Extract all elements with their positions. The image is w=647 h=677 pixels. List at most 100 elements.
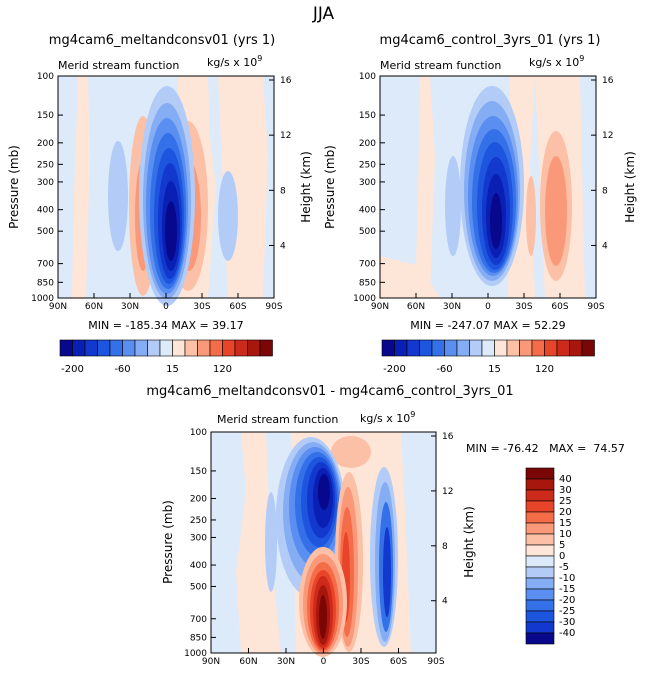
colorbar-swatch: [159, 339, 173, 357]
colorbar-diff-label: 25: [559, 496, 572, 507]
colorbar-swatch: [481, 339, 495, 357]
colorbar-diff-swatch: [525, 500, 555, 513]
lat-tick-label: 60N: [239, 657, 257, 667]
pressure-tick-label: 200: [359, 139, 376, 149]
pressure-tick-label: 1000: [353, 294, 376, 304]
pressure-tick-label: 500: [37, 227, 54, 237]
colorbar-label: -200: [61, 364, 84, 375]
lat-tick-label: 0: [485, 302, 491, 312]
colorbar-swatch: [184, 339, 198, 357]
lat-tick-label: 0: [163, 302, 169, 312]
panel-1-y2label: Height (km): [299, 151, 313, 222]
colorbar-diff-label: 30: [559, 485, 572, 496]
colorbar-label: 120: [213, 364, 232, 375]
colorbar-label: 120: [535, 364, 554, 375]
lat-tick-label: 90S: [427, 657, 444, 667]
colorbar-diff-label: -30: [559, 617, 575, 628]
panel-2-plot-area: [379, 75, 597, 299]
colorbar-diff-swatch: [525, 544, 555, 557]
height-tick-label: 16: [602, 76, 614, 86]
pressure-tick-label: 250: [190, 516, 207, 526]
panel-1-units: kg/s x 109: [207, 54, 262, 69]
colorbar-diff-label: -10: [559, 573, 575, 584]
colorbar-swatch: [506, 339, 520, 357]
pressure-tick-label: 300: [359, 178, 376, 188]
height-tick-label: 4: [280, 241, 286, 251]
colorbar-swatch: [197, 339, 211, 357]
lat-tick-label: 90N: [49, 302, 67, 312]
lat-tick-label: 30S: [352, 657, 369, 667]
panel-2-subtitle: Merid stream function: [380, 59, 501, 72]
height-tick-label: 4: [602, 241, 608, 251]
panel-3-contours: [211, 432, 436, 657]
colorbar-label: -60: [114, 364, 130, 375]
pressure-tick-label: 500: [359, 227, 376, 237]
colorbar-swatch: [544, 339, 558, 357]
lat-tick-label: 90N: [371, 302, 389, 312]
pressure-tick-label: 500: [190, 582, 207, 592]
pressure-tick-label: 850: [190, 633, 207, 643]
pressure-tick-label: 300: [190, 533, 207, 543]
panel-1-plot-area: [57, 75, 275, 306]
colorbar-swatch: [556, 339, 570, 357]
panel-1: mg4cam6_meltandconsv01 (yrs 1) Merid str…: [7, 33, 313, 332]
colorbar-diff-swatch: [525, 555, 555, 568]
colorbar-diff-swatch: [525, 566, 555, 579]
colorbar-swatch: [134, 339, 148, 357]
colorbar-diff-label: 15: [559, 518, 572, 529]
panel-1-subtitle: Merid stream function: [58, 59, 179, 72]
colorbar-diff-swatch: [525, 533, 555, 546]
pressure-tick-label: 200: [37, 139, 54, 149]
lat-tick-label: 30S: [515, 302, 532, 312]
pressure-tick-label: 850: [37, 278, 54, 288]
figure-title: JJA: [312, 4, 335, 24]
colorbar-swatch: [444, 339, 458, 357]
height-tick-label: 16: [442, 432, 454, 442]
pressure-tick-label: 150: [190, 467, 207, 477]
lat-tick-label: 30S: [193, 302, 210, 312]
colorbar-swatch: [72, 339, 86, 357]
colorbar-swatch: [494, 339, 508, 357]
colorbar-diff-label: -25: [559, 606, 575, 617]
colorbar-swatch: [109, 339, 123, 357]
colorbar-diff-label: 0: [559, 551, 565, 562]
panel-3-y2label: Height (km): [462, 506, 476, 577]
colorbar-diff-swatch: [525, 577, 555, 590]
colorbar-diff-swatch: [525, 599, 555, 612]
panel-3-subtitle: Merid stream function: [217, 413, 338, 426]
colorbar-diff-label: -15: [559, 584, 575, 595]
colorbar-swatch: [381, 339, 395, 357]
colorbar-diff-swatch: [525, 511, 555, 524]
height-tick-label: 12: [602, 131, 613, 141]
height-tick-label: 16: [280, 76, 292, 86]
lat-tick-label: 60S: [390, 657, 407, 667]
pressure-tick-label: 700: [37, 260, 54, 270]
panel-2-ylabel: Pressure (mb): [323, 145, 337, 229]
colorbar-diff-swatch: [525, 522, 555, 535]
lat-tick-label: 30N: [277, 657, 295, 667]
height-tick-label: 8: [442, 542, 448, 552]
colorbar-swatch: [394, 339, 408, 357]
pressure-tick-label: 100: [359, 72, 376, 82]
pressure-tick-label: 400: [190, 561, 207, 571]
colorbar-swatch: [569, 339, 583, 357]
panel-3-units: kg/s x 109: [360, 410, 415, 425]
pressure-tick-label: 100: [190, 428, 207, 438]
colorbar-label: 15: [488, 364, 501, 375]
lat-tick-label: 90S: [265, 302, 282, 312]
panel-2-contours: [380, 76, 585, 298]
colorbar-diff-swatch: [525, 610, 555, 623]
colorbar-diff-label: -20: [559, 595, 575, 606]
colorbar-swatch: [581, 339, 595, 357]
pressure-tick-label: 150: [359, 111, 376, 121]
height-tick-label: 8: [280, 186, 286, 196]
colorbar-swatch: [209, 339, 223, 357]
colorbar-swatch: [97, 339, 111, 357]
colorbar-swatch: [59, 339, 73, 357]
lat-tick-label: 60N: [407, 302, 425, 312]
colorbar-diff-swatch: [525, 467, 555, 480]
panel-1-minmax: MIN = -185.34 MAX = 39.17: [88, 319, 243, 332]
panel-3-minmax: MIN = -76.42 MAX = 74.57: [466, 442, 625, 455]
